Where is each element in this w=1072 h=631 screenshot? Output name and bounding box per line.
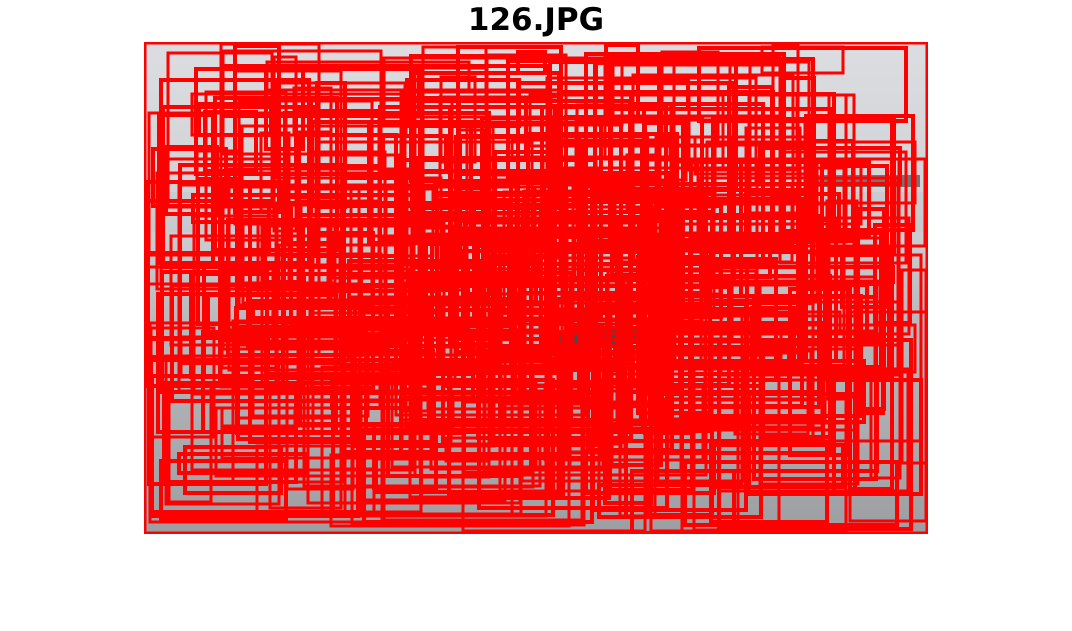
detection-box — [151, 147, 228, 208]
detection-box — [717, 367, 910, 493]
detection-box — [167, 381, 213, 504]
detection-box — [780, 76, 816, 233]
figure-title: 126.JPG — [467, 2, 605, 38]
detection-box — [501, 402, 674, 433]
detection-box — [420, 202, 575, 304]
detection-box — [571, 294, 633, 363]
detection-box — [545, 76, 758, 187]
detection-box — [320, 365, 548, 518]
detection-box — [331, 467, 376, 516]
detection-box — [639, 359, 866, 424]
detection-boxes — [144, 42, 928, 534]
detection-box — [654, 135, 734, 341]
detection-box — [399, 259, 487, 422]
detection-box — [159, 459, 288, 522]
detection-box — [341, 349, 435, 454]
image-axes — [144, 42, 928, 534]
detection-box — [311, 220, 337, 434]
detection-box — [417, 322, 631, 428]
detection-box — [306, 319, 522, 505]
detection-box — [631, 345, 791, 382]
detection-box — [471, 330, 601, 400]
detection-box — [277, 243, 413, 302]
detection-box — [510, 138, 672, 159]
detection-box — [711, 117, 896, 254]
detection-box — [811, 253, 923, 443]
detection-box — [219, 201, 303, 389]
detection-box — [662, 285, 731, 387]
detection-box — [680, 372, 879, 473]
detection-box — [699, 265, 895, 284]
detection-box — [696, 157, 927, 248]
detection-box — [284, 195, 344, 245]
detection-box — [410, 71, 561, 210]
detection-box — [197, 102, 273, 137]
detection-box — [302, 367, 535, 489]
detection-box — [315, 81, 347, 209]
detection-box — [840, 245, 889, 309]
detection-box — [747, 392, 857, 496]
detection-box — [347, 289, 440, 362]
detection-box — [823, 231, 883, 369]
detection-box — [679, 294, 863, 418]
detection-box — [660, 50, 720, 148]
detection-box — [401, 88, 551, 220]
detection-box — [760, 45, 845, 75]
detection-box — [484, 181, 546, 252]
detection-image — [144, 42, 928, 534]
detection-box — [679, 204, 723, 319]
detection-box — [608, 293, 694, 492]
detection-box — [480, 116, 704, 197]
